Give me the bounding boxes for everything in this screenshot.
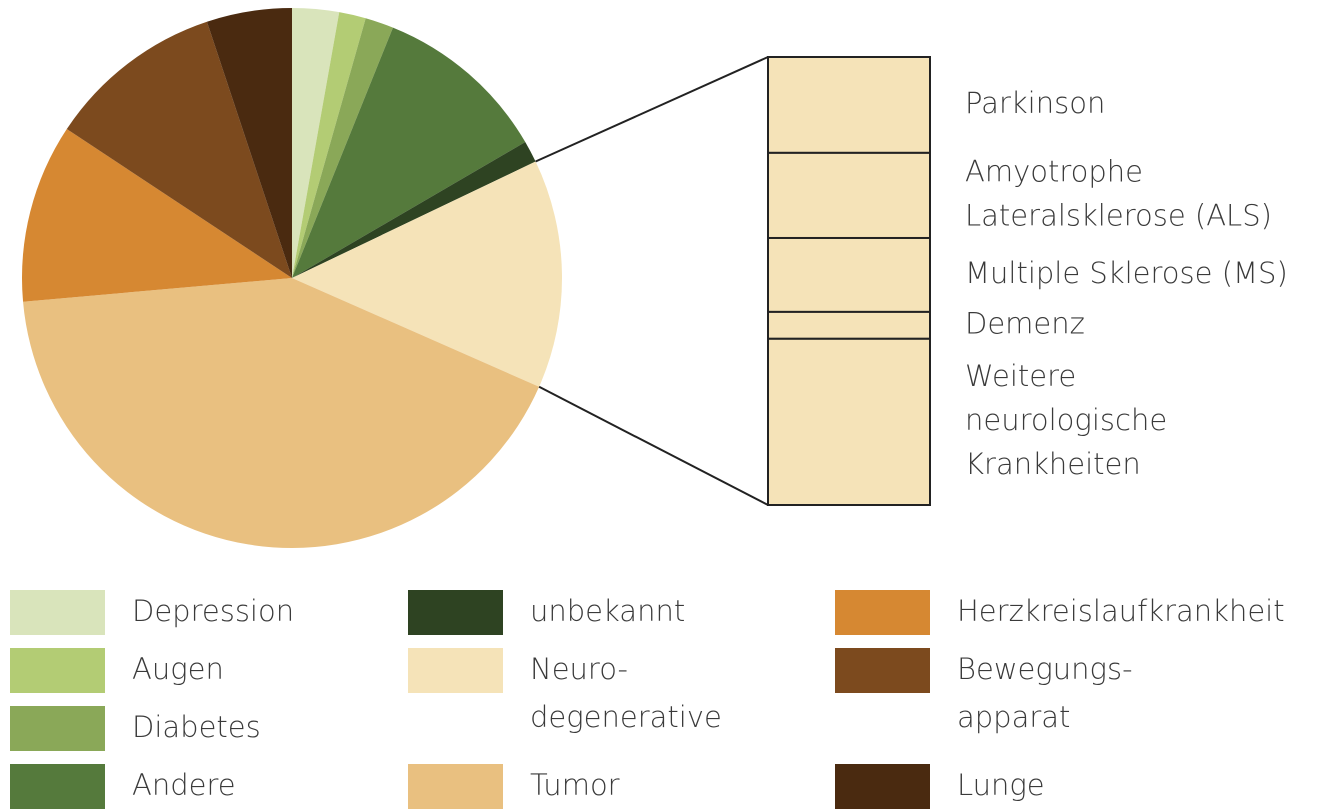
pie-slice <box>23 278 540 548</box>
legend-label: Depression <box>132 594 294 628</box>
bar-segment <box>767 337 931 506</box>
legend-label: Neuro-degenerative <box>530 652 722 734</box>
pie-slice <box>21 129 292 302</box>
legend-swatch <box>835 648 930 693</box>
legend-label: Augen <box>132 652 224 686</box>
pie-slice <box>292 12 366 278</box>
pie-slice <box>206 8 292 278</box>
pie-slice <box>292 161 562 387</box>
legend-swatch <box>10 590 105 635</box>
legend-label: Tumor <box>530 768 620 802</box>
bar-segment <box>767 56 931 154</box>
pie-slice <box>292 27 526 278</box>
bar-label: Demenz <box>965 306 1085 340</box>
legend-label: Lunge <box>957 768 1045 802</box>
legend-swatch <box>835 764 930 809</box>
legend-swatch <box>10 648 105 693</box>
pie-slice <box>66 21 292 278</box>
legend-swatch <box>10 764 105 809</box>
legend-swatch <box>10 706 105 751</box>
legend-label: Bewegungs-apparat <box>957 652 1133 734</box>
pie-slice <box>292 18 393 278</box>
pie-slice <box>292 142 536 278</box>
connector <box>538 385 769 506</box>
bar-label: Multiple Sklerose (MS) <box>965 256 1288 290</box>
bar-label: Amyotrophe Lateralsklerose (ALS) <box>965 154 1272 232</box>
bar-segment <box>767 151 931 239</box>
legend-label: Diabetes <box>132 710 261 744</box>
legend-swatch <box>835 590 930 635</box>
bar-label: Parkinson <box>965 86 1105 120</box>
legend-swatch <box>408 590 503 635</box>
connector <box>535 56 769 163</box>
legend-label: unbekannt <box>530 594 685 628</box>
bar-segment <box>767 310 931 340</box>
bar-segment <box>767 236 931 313</box>
legend-swatch <box>408 648 503 693</box>
legend-swatch <box>408 764 503 809</box>
pie-slice <box>292 8 340 278</box>
bar-label: Weitere neurologische Krankheiten <box>965 359 1167 481</box>
legend-label: Andere <box>132 768 236 802</box>
legend-label: Herzkreislaufkrankheit <box>957 594 1285 628</box>
